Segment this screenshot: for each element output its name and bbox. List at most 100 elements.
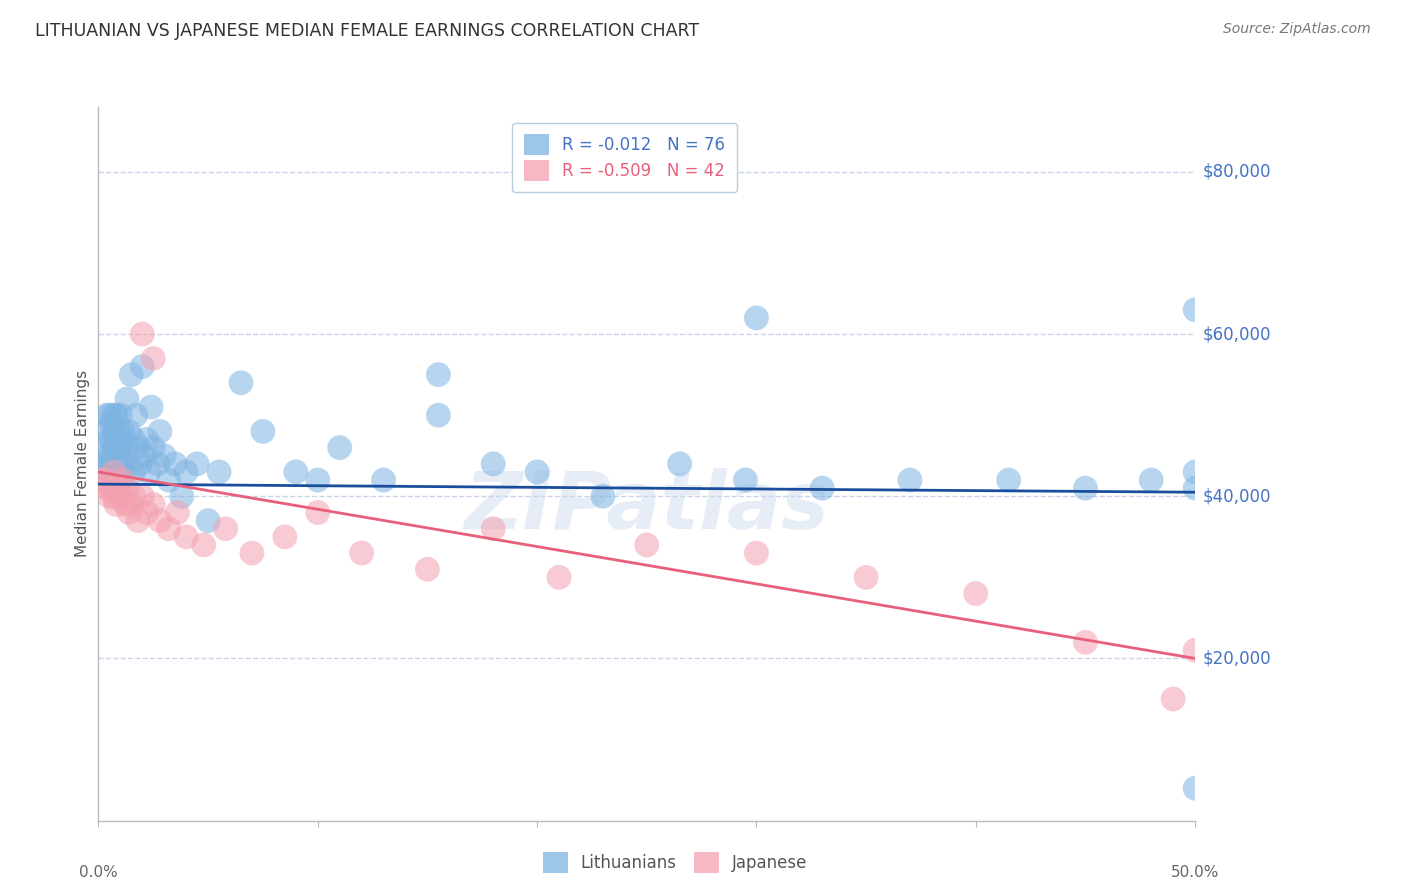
Point	[135, 433, 157, 447]
Point	[111, 473, 134, 487]
Point	[526, 465, 548, 479]
Point	[110, 408, 132, 422]
Point	[122, 433, 145, 447]
Point	[94, 449, 117, 463]
Text: Source: ZipAtlas.com: Source: ZipAtlas.com	[1223, 22, 1371, 37]
Point	[307, 473, 329, 487]
Point	[107, 481, 129, 495]
Point	[111, 457, 134, 471]
Point	[482, 457, 505, 471]
Point	[965, 586, 987, 600]
Point	[115, 441, 138, 455]
Point	[214, 522, 236, 536]
Point	[138, 465, 160, 479]
Point	[142, 351, 165, 366]
Point	[120, 368, 142, 382]
Point	[855, 570, 877, 584]
Point	[107, 457, 129, 471]
Point	[1140, 473, 1163, 487]
Point	[1184, 643, 1206, 657]
Point	[127, 514, 149, 528]
Text: LITHUANIAN VS JAPANESE MEDIAN FEMALE EARNINGS CORRELATION CHART: LITHUANIAN VS JAPANESE MEDIAN FEMALE EAR…	[35, 22, 699, 40]
Point	[118, 457, 141, 471]
Point	[174, 465, 197, 479]
Point	[103, 441, 125, 455]
Point	[110, 441, 132, 455]
Point	[1184, 302, 1206, 317]
Text: $80,000: $80,000	[1202, 163, 1271, 181]
Point	[118, 425, 141, 439]
Point	[197, 514, 219, 528]
Point	[229, 376, 252, 390]
Point	[98, 433, 121, 447]
Point	[103, 489, 125, 503]
Text: 50.0%: 50.0%	[1171, 865, 1219, 880]
Point	[240, 546, 263, 560]
Point	[107, 425, 129, 439]
Point	[149, 425, 172, 439]
Point	[91, 473, 114, 487]
Point	[592, 489, 614, 503]
Point	[427, 408, 450, 422]
Point	[100, 457, 122, 471]
Point	[131, 489, 153, 503]
Point	[1184, 781, 1206, 796]
Point	[157, 473, 180, 487]
Point	[110, 473, 132, 487]
Point	[104, 465, 127, 479]
Legend: Lithuanians, Japanese: Lithuanians, Japanese	[536, 846, 814, 880]
Point	[96, 481, 118, 495]
Point	[734, 473, 756, 487]
Point	[107, 449, 129, 463]
Point	[170, 489, 193, 503]
Point	[149, 514, 172, 528]
Point	[98, 408, 121, 422]
Point	[373, 473, 395, 487]
Point	[114, 465, 136, 479]
Point	[122, 465, 145, 479]
Text: $20,000: $20,000	[1202, 649, 1271, 667]
Point	[104, 408, 127, 422]
Point	[307, 506, 329, 520]
Y-axis label: Median Female Earnings: Median Female Earnings	[75, 370, 90, 558]
Point	[165, 457, 187, 471]
Point	[186, 457, 208, 471]
Point	[111, 425, 134, 439]
Point	[125, 408, 148, 422]
Point	[811, 481, 834, 495]
Point	[482, 522, 505, 536]
Point	[120, 497, 142, 511]
Point	[100, 433, 122, 447]
Point	[94, 473, 117, 487]
Point	[114, 433, 136, 447]
Point	[1074, 635, 1097, 649]
Point	[131, 327, 153, 342]
Point	[142, 497, 165, 511]
Point	[274, 530, 297, 544]
Point	[115, 392, 138, 406]
Point	[997, 473, 1019, 487]
Point	[127, 441, 149, 455]
Point	[139, 400, 162, 414]
Point	[142, 441, 165, 455]
Point	[131, 359, 153, 374]
Point	[329, 441, 352, 455]
Point	[1184, 465, 1206, 479]
Point	[114, 497, 136, 511]
Point	[174, 530, 197, 544]
Point	[98, 449, 121, 463]
Point	[122, 489, 145, 503]
Point	[134, 449, 156, 463]
Point	[548, 570, 571, 584]
Point	[208, 465, 231, 479]
Point	[104, 433, 127, 447]
Point	[427, 368, 450, 382]
Point	[103, 408, 125, 422]
Point	[103, 465, 125, 479]
Point	[94, 425, 117, 439]
Text: 0.0%: 0.0%	[79, 865, 118, 880]
Point	[100, 481, 122, 495]
Point	[1161, 692, 1184, 706]
Point	[100, 417, 122, 431]
Point	[110, 489, 132, 503]
